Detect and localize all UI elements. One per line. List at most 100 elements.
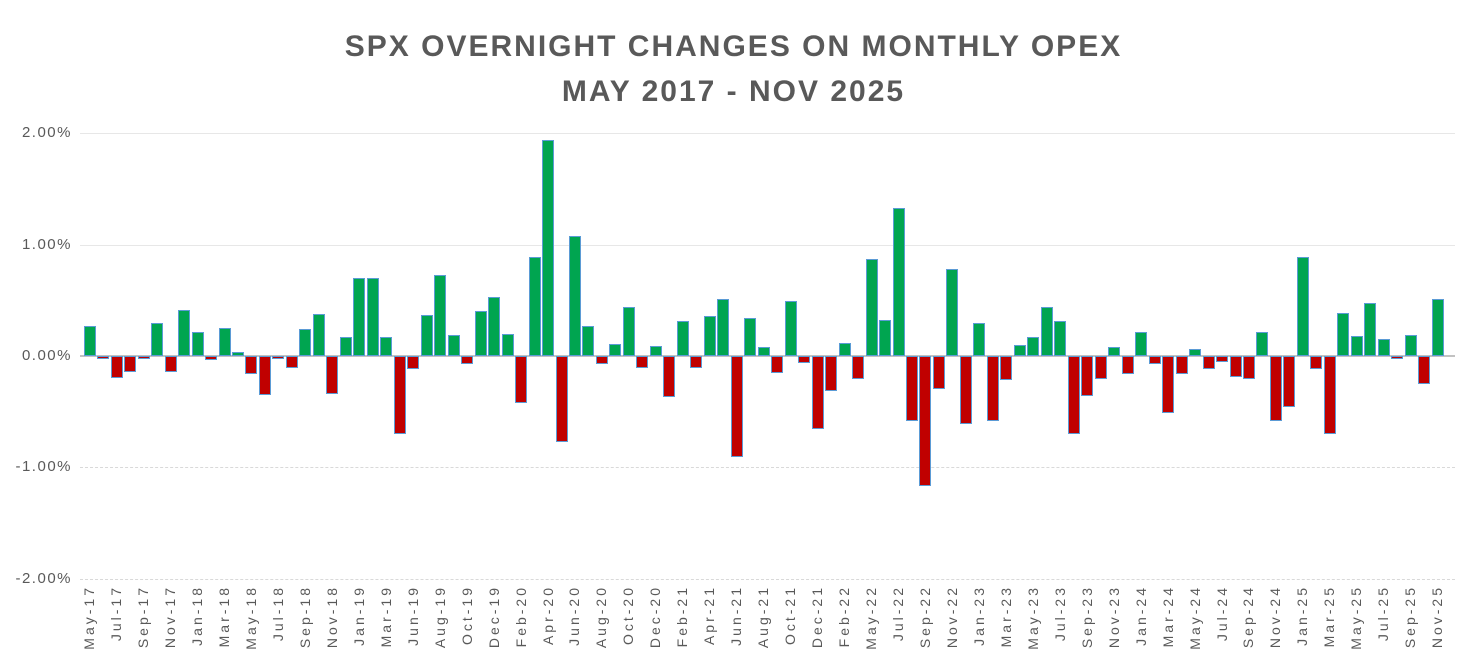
- bar: [447, 334, 460, 356]
- bar: [717, 299, 730, 356]
- x-axis-tick-label: Jan-18: [189, 585, 206, 646]
- bar: [1054, 321, 1067, 356]
- bar: [865, 259, 878, 356]
- x-axis-tick-label: Mar-19: [377, 585, 394, 648]
- x-axis-tick-label: Sep-23: [1078, 585, 1095, 649]
- bar: [515, 356, 528, 403]
- x-axis-tick-label: Nov-22: [943, 585, 960, 649]
- bar: [690, 356, 703, 369]
- bar: [555, 356, 568, 442]
- bar: [744, 318, 757, 356]
- bar: [1364, 302, 1377, 356]
- bar: [1242, 356, 1255, 380]
- bar: [110, 356, 123, 379]
- bar: [932, 356, 945, 390]
- bar: [339, 337, 352, 356]
- x-axis-tick-label: Jan-19: [350, 585, 367, 646]
- bar: [407, 356, 420, 370]
- bar: [905, 356, 918, 421]
- bar: [124, 356, 137, 372]
- bar: [501, 333, 514, 356]
- x-axis-tick-label: Feb-21: [674, 585, 691, 648]
- bar: [919, 356, 932, 487]
- bar: [434, 274, 447, 356]
- bar: [178, 310, 191, 356]
- bar: [609, 343, 622, 356]
- bar: [1189, 349, 1202, 356]
- bar: [1081, 356, 1094, 397]
- bar: [568, 235, 581, 356]
- bar: [488, 297, 501, 356]
- bar: [1391, 356, 1404, 359]
- gridline: [80, 578, 1455, 580]
- bar: [1094, 356, 1107, 380]
- x-axis-tick-label: Mar-24: [1159, 585, 1176, 648]
- x-axis-tick-label: Jul-22: [890, 585, 906, 642]
- x-axis-tick-label: Mar-25: [1321, 585, 1338, 648]
- bar: [838, 342, 851, 356]
- bar: [1067, 356, 1080, 434]
- bar: [1256, 331, 1269, 356]
- x-axis-tick-label: May-22: [863, 585, 880, 650]
- x-axis-tick-label: May-25: [1348, 585, 1365, 650]
- x-axis-tick-label: Oct-20: [620, 585, 637, 646]
- bar: [1013, 344, 1026, 356]
- bar: [663, 356, 676, 398]
- y-axis-tick-label: 1.00%: [21, 235, 72, 253]
- bar: [272, 356, 285, 359]
- bar: [393, 356, 406, 434]
- bar: [380, 337, 393, 356]
- bar: [97, 356, 110, 359]
- x-axis-tick-label: Nov-24: [1267, 585, 1284, 649]
- x-axis-tick-label: Jul-18: [269, 585, 286, 642]
- bar: [649, 345, 662, 356]
- chart-title: SPX OVERNIGHT CHANGES ON MONTHLY OPEX MA…: [0, 24, 1467, 114]
- x-axis-tick-label: Sep-17: [135, 585, 152, 649]
- x-axis-tick-label: Oct-21: [782, 585, 799, 646]
- bar: [231, 351, 244, 356]
- bar: [1040, 307, 1053, 356]
- bar: [959, 356, 972, 424]
- bar: [366, 278, 379, 356]
- bar: [1135, 331, 1148, 356]
- bar: [1418, 356, 1431, 384]
- bar: [1337, 312, 1350, 356]
- gridline: [80, 133, 1455, 135]
- bar: [811, 356, 824, 430]
- bar: [852, 356, 865, 380]
- x-axis-tick-label: Jun-19: [404, 585, 421, 646]
- x-axis-zero-line: [80, 355, 1455, 357]
- bar: [986, 356, 999, 421]
- x-axis-tick-label: Oct-19: [458, 585, 475, 646]
- bar: [312, 313, 325, 356]
- x-axis-tick-label: Jun-20: [566, 585, 583, 646]
- bar: [83, 325, 96, 356]
- bar: [1377, 339, 1390, 356]
- bar: [1296, 256, 1309, 356]
- x-axis-tick-label: Feb-22: [836, 585, 853, 648]
- bar: [730, 356, 743, 458]
- y-axis-tick-label: -2.00%: [15, 569, 72, 587]
- bar: [1148, 356, 1161, 364]
- gridline: [80, 467, 1455, 469]
- x-axis-tick-label: Aug-19: [431, 585, 448, 649]
- x-axis-tick-label: Aug-21: [755, 585, 772, 649]
- x-axis-tick-label: Nov-23: [1105, 585, 1122, 649]
- bar: [218, 328, 231, 356]
- bar: [1323, 356, 1336, 434]
- x-axis-tick-label: Jun-21: [728, 585, 745, 646]
- chart-title-line1: SPX OVERNIGHT CHANGES ON MONTHLY OPEX: [344, 30, 1123, 63]
- bar: [1121, 356, 1134, 374]
- bar: [1431, 299, 1444, 356]
- bar: [151, 322, 164, 356]
- bar: [528, 256, 541, 356]
- y-axis-tick-label: 2.00%: [21, 124, 72, 142]
- chart-title-line2: MAY 2017 - NOV 2025: [561, 75, 906, 108]
- bar: [1283, 356, 1296, 408]
- bar: [582, 325, 595, 356]
- bar: [1027, 337, 1040, 356]
- x-axis-tick-label: May-17: [81, 585, 98, 650]
- x-axis-tick-label: Jan-25: [1294, 585, 1311, 646]
- bar: [595, 356, 608, 364]
